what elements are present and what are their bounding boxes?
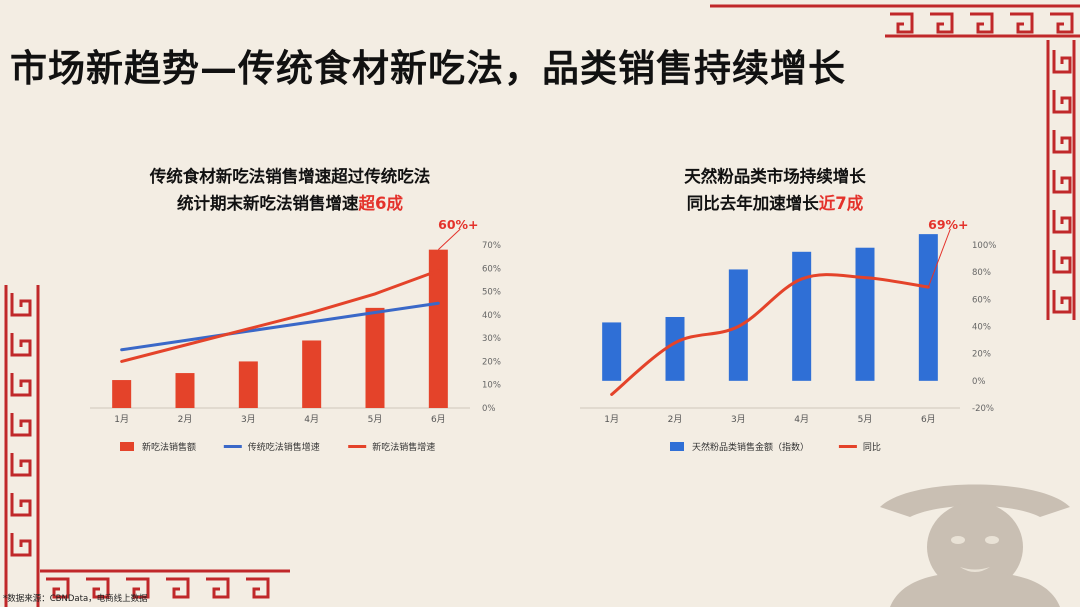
fret-border-top-right (710, 4, 1080, 38)
x-tick-label: 1月 (114, 414, 129, 425)
page-title: 市场新趋势—传统食材新吃法，品类销售持续增长 (10, 46, 846, 90)
legend-label: 同比 (863, 441, 881, 453)
right-chart-heading: 天然粉品类市场持续增长 同比去年加速增长近7成 (580, 163, 970, 217)
series-line (610, 273, 930, 396)
right-heading-line2: 同比去年加速增长近7成 (580, 190, 970, 217)
y-tick-label: 20% (482, 357, 501, 367)
left-heading-line1: 传统食材新吃法销售增速超过传统吃法 (149, 167, 431, 186)
bar (175, 373, 195, 408)
bar (792, 251, 812, 381)
callout-label: 60%+ (438, 217, 478, 232)
series-line (120, 269, 440, 363)
series-line (120, 301, 440, 352)
x-tick-label: 4月 (304, 414, 319, 425)
y-tick-label: 40% (972, 323, 991, 333)
x-tick-label: 3月 (731, 414, 746, 425)
bar (428, 249, 448, 408)
right-heading-line1: 天然粉品类市场持续增长 (684, 167, 866, 186)
left-sales-chart: 0% 10% 20% 30% 40% 50% 60% 70% 1月 2月 3月 4月 5月 6月 60%+ 新… (90, 217, 501, 453)
x-tick-label: 4月 (794, 414, 809, 425)
legend-swatch (120, 442, 134, 451)
callout-label: 69%+ (928, 217, 968, 232)
legend-label: 传统吃法销售增速 (248, 441, 320, 453)
y-tick-label: 70% (482, 241, 501, 251)
x-tick-label: 2月 (668, 414, 683, 425)
legend-swatch (670, 442, 684, 451)
left-heading-text: 统计期末新吃法销售增速 (177, 194, 359, 213)
left-heading-line2: 统计期末新吃法销售增速超6成 (95, 190, 485, 217)
bar (302, 340, 322, 408)
x-tick-label: 1月 (604, 414, 619, 425)
x-tick-label: 5月 (368, 414, 383, 425)
y-tick-label: -20% (972, 404, 994, 414)
y-tick-label: 0% (972, 377, 986, 387)
bar (855, 247, 875, 381)
y-tick-label: 100% (972, 241, 996, 251)
mascot-portrait-icon (880, 484, 1070, 607)
y-tick-label: 60% (972, 295, 991, 305)
fret-border-bottom-left (40, 569, 290, 599)
y-tick-label: 80% (972, 268, 991, 278)
y-tick-label: 0% (482, 404, 496, 414)
y-tick-label: 40% (482, 311, 501, 321)
x-tick-label: 2月 (178, 414, 193, 425)
legend-label: 新吃法销售额 (142, 441, 196, 453)
y-tick-label: 30% (482, 334, 501, 344)
right-heading-text: 同比去年加速增长 (686, 194, 819, 213)
x-tick-label: 6月 (921, 414, 936, 425)
left-chart-heading: 传统食材新吃法销售增速超过传统吃法 统计期末新吃法销售增速超6成 (95, 163, 485, 217)
y-tick-label: 50% (482, 288, 501, 298)
bar (238, 361, 258, 408)
x-tick-label: 5月 (858, 414, 873, 425)
y-tick-label: 20% (972, 350, 991, 360)
left-heading-highlight: 超6成 (358, 194, 403, 213)
fret-border-left (4, 285, 40, 607)
bar (365, 307, 385, 408)
y-tick-label: 10% (482, 381, 501, 391)
y-tick-label: 60% (482, 264, 501, 274)
bar (918, 234, 938, 381)
bar (602, 322, 622, 381)
right-sales-chart: -20% 0% 20% 40% 60% 80% 100% 1月 2月 3月 4月 5月 6月 69%+ 天然… (580, 217, 996, 453)
bar (112, 380, 132, 408)
x-tick-label: 6月 (431, 414, 446, 425)
callout-leader (437, 228, 461, 251)
data-source-note: *数据来源：CBNData，电商线上数据 (3, 594, 148, 604)
right-heading-highlight: 近7成 (818, 194, 864, 213)
legend-label: 天然粉品类销售金额（指数） (692, 441, 809, 453)
legend-label: 新吃法销售增速 (372, 441, 435, 453)
bar (665, 316, 685, 381)
fret-border-right (1046, 40, 1076, 320)
x-tick-label: 3月 (241, 414, 256, 425)
callout-leader (927, 228, 951, 288)
